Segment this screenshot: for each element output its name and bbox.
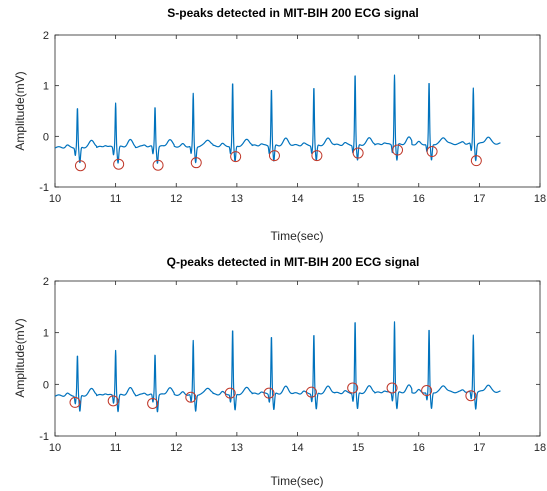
y-tick-label: 1 (43, 328, 49, 340)
x-tick-label: 17 (473, 442, 485, 454)
x-tick-label: 15 (352, 442, 364, 454)
x-tick-label: 11 (110, 193, 121, 205)
plot-area (54, 34, 541, 188)
detected-peak-marker (69, 396, 81, 408)
x-tick-label: 13 (231, 193, 243, 205)
chart-title: Q-peaks detected in MIT-BIH 200 ECG sign… (167, 255, 420, 269)
detected-peak-marker (386, 382, 398, 394)
detected-peak-marker (392, 144, 404, 156)
x-tick-label: 10 (49, 442, 61, 454)
plot-area (54, 280, 541, 437)
y-tick-label: 0 (43, 379, 49, 391)
y-tick-label: -1 (39, 182, 49, 194)
detected-peak-marker (224, 387, 236, 399)
x-tick-label: 15 (352, 193, 364, 205)
detected-peak-marker (305, 386, 317, 398)
detected-peak-marker (465, 390, 477, 402)
x-tick-label: 12 (170, 442, 182, 454)
s-peaks-subplot: S-peaks detected in MIT-BIH 200 ECG sign… (13, 6, 546, 243)
x-tick-label: 18 (534, 442, 546, 454)
y-tick-label: 0 (43, 131, 49, 143)
x-tick-label: 11 (110, 442, 121, 454)
y-tick-label: -1 (39, 431, 49, 443)
detected-peak-marker (185, 391, 197, 403)
detected-peak-marker (268, 150, 280, 162)
x-tick-label: 14 (291, 193, 303, 205)
detected-peak-marker (352, 147, 364, 159)
ecg-signal-line (54, 74, 501, 164)
x-tick-label: 16 (413, 442, 425, 454)
detected-peak-marker (190, 157, 202, 169)
q-peaks-subplot: Q-peaks detected in MIT-BIH 200 ECG sign… (13, 255, 546, 488)
detected-peak-marker (470, 155, 482, 167)
y-axis-label: Amplitude(mV) (13, 318, 27, 397)
detected-peak-marker (230, 151, 242, 163)
x-tick-label: 12 (170, 193, 182, 205)
x-axis-label: Time(sec) (271, 474, 324, 488)
y-tick-label: 2 (43, 30, 49, 42)
x-tick-label: 18 (534, 193, 546, 205)
detected-peak-marker (263, 387, 275, 399)
x-axis-label: Time(sec) (271, 229, 324, 243)
detected-peak-marker (347, 382, 359, 394)
x-tick-label: 14 (291, 442, 303, 454)
y-tick-label: 1 (43, 81, 49, 93)
detected-peak-marker (311, 150, 323, 162)
detected-peak-marker (147, 397, 159, 409)
y-axis-label: Amplitude(mV) (13, 71, 27, 150)
detected-peak-marker (421, 385, 433, 397)
y-tick-label: 2 (43, 276, 49, 288)
x-tick-label: 13 (231, 442, 243, 454)
detected-peak-marker (113, 158, 125, 170)
detected-peak-marker (426, 146, 438, 158)
detected-peak-marker (152, 159, 164, 171)
detected-peak-marker (107, 395, 119, 407)
x-tick-label: 17 (473, 193, 485, 205)
detected-peak-marker (74, 160, 86, 172)
x-tick-label: 16 (413, 193, 425, 205)
x-tick-label: 10 (49, 193, 61, 205)
chart-title: S-peaks detected in MIT-BIH 200 ECG sign… (167, 6, 418, 20)
